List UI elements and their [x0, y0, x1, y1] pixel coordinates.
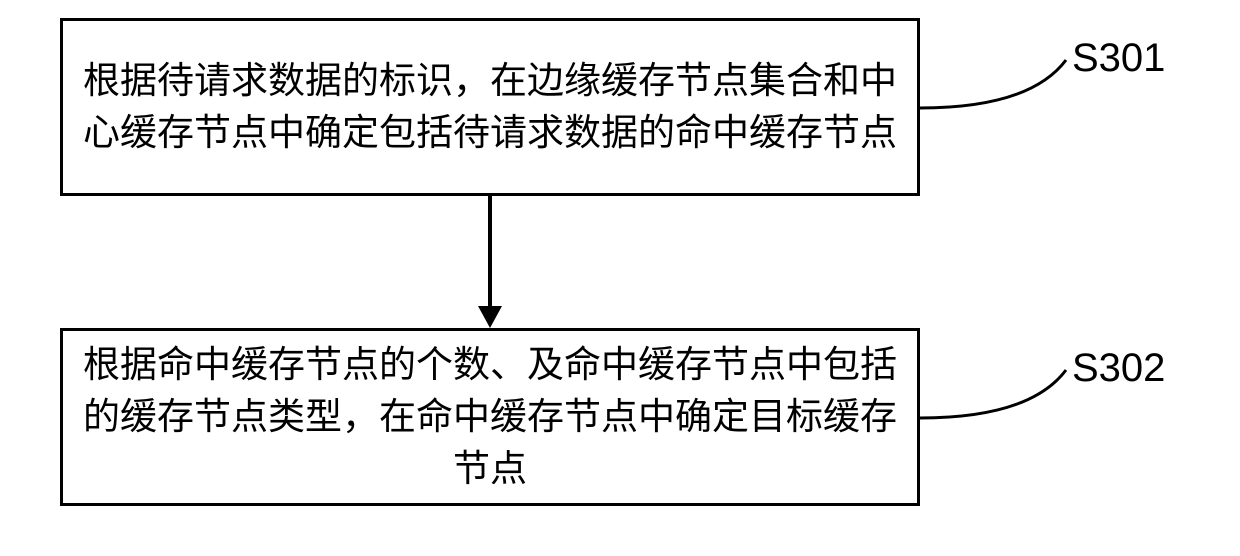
step-label-s301: S301: [1072, 36, 1165, 81]
flow-node-s302-text: 根据命中缓存节点的个数、及命中缓存节点中包括的缓存节点类型，在命中缓存节点中确定…: [79, 339, 901, 494]
flow-node-s301-text: 根据待请求数据的标识，在边缘缓存节点集合和中心缓存节点中确定包括待请求数据的命中…: [79, 55, 901, 159]
arrow-s301-s302-head: [478, 306, 502, 328]
flow-node-s302: 根据命中缓存节点的个数、及命中缓存节点中包括的缓存节点类型，在命中缓存节点中确定…: [60, 328, 920, 506]
step-label-s302: S302: [1072, 346, 1165, 391]
flowchart-canvas: 根据待请求数据的标识，在边缘缓存节点集合和中心缓存节点中确定包括待请求数据的命中…: [0, 0, 1240, 556]
step-label-s301-text: S301: [1072, 36, 1165, 80]
label-connector-s301: [920, 52, 1070, 112]
flow-node-s301: 根据待请求数据的标识，在边缘缓存节点集合和中心缓存节点中确定包括待请求数据的命中…: [60, 18, 920, 196]
arrow-s301-s302-line: [488, 196, 492, 308]
label-connector-s302: [920, 362, 1070, 422]
step-label-s302-text: S302: [1072, 346, 1165, 390]
